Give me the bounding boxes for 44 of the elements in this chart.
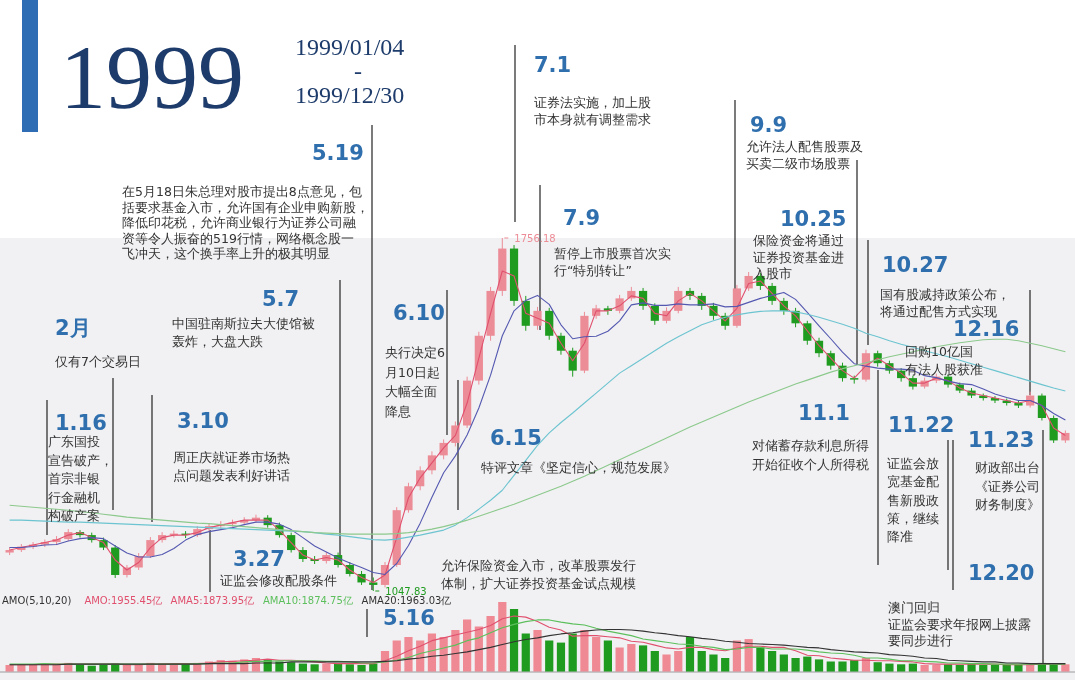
annotation: 3.27 xyxy=(233,547,285,571)
annotation: 6.10 xyxy=(393,301,445,325)
text: AMA20:1963.03亿 xyxy=(361,595,452,606)
annotation: 特评文章《坚定信心，规范发展》 xyxy=(481,460,676,475)
chart-title: 1999 xyxy=(60,26,244,128)
annotation: 对储蓄存款利息所得开始征收个人所得税 xyxy=(752,438,869,472)
annotation: 11.22 xyxy=(888,413,955,437)
annotation: 证监会修改配股条件 xyxy=(220,573,337,588)
annotation: 6.15 xyxy=(490,426,542,450)
chart-subtitle: 1999/01/04 - 1999/12/30 xyxy=(295,34,405,108)
annotation: 广东国投宣告破产，首宗非银行金融机构破产案 xyxy=(47,434,113,523)
annotation: 仅有7个交易日 xyxy=(55,354,141,369)
text: 允许法人配售股票及买卖二级市场股票 xyxy=(746,139,863,171)
annotation: 5.7 xyxy=(262,287,300,311)
annotation: 央行决定6月10日起大幅全面降息 xyxy=(385,345,445,419)
text: 7.1 xyxy=(534,53,572,77)
annotation: 周正庆就证券市场热点问题发表利好讲话 xyxy=(173,450,290,483)
text: 5.19 xyxy=(312,141,364,165)
annotation: 10.27 xyxy=(882,253,949,277)
text: 9.9 xyxy=(750,113,788,137)
annotation: 3.10 xyxy=(177,409,229,433)
annotation: 中国驻南斯拉夫大使馆被轰炸，大盘大跌 xyxy=(172,316,315,349)
annotation: 财政部出台《证券公司财务制度》 xyxy=(975,460,1040,512)
text: 10.25 xyxy=(780,207,847,231)
annotation: 1.16 xyxy=(55,411,107,435)
chart-title: AMO(5,10,20) xyxy=(2,595,72,606)
annotation: 1047.83 xyxy=(385,585,427,597)
annotation: 国有股减持政策公布，将通过配售方式实现 xyxy=(879,287,1010,319)
annotation: 证监会放宽基金配售新股政策，继续降准 xyxy=(887,456,939,545)
annotation: 12.16 xyxy=(953,317,1020,341)
annotation: 暂停上市股票首次实行“特别转让” xyxy=(554,246,671,278)
annotation: 11.23 xyxy=(968,428,1035,452)
text: 7.9 xyxy=(563,206,601,230)
annotation: 2月 xyxy=(55,316,91,340)
text: AMA5:1873.95亿 xyxy=(170,595,255,606)
annotation: 12.20 xyxy=(968,561,1035,585)
annotation: 澳门回归证监会要求年报网上披露要同步进行 xyxy=(888,600,1031,648)
text: 证券法实施，加上股市本身就有调整需求 xyxy=(534,95,651,127)
text: AMA10:1874.75亿 xyxy=(263,595,353,606)
annotation: 在5月18日朱总理对股市提出8点意见，包括要求基金入市，允许国有企业申购新股，降低印花税，允许商业银行为证券公司融资等令人振奋的519行情，网络概念股一飞冲天，这个换手率上升的极其明显 xyxy=(122,184,369,261)
annotation: 5.16 xyxy=(383,606,435,630)
annotation: 11.1 xyxy=(798,401,850,425)
text: AMO:1955.45亿 xyxy=(84,595,163,606)
annotation: 允许保险资金入市，改革股票发行体制，扩大证券投资基金试点规模 xyxy=(441,558,636,591)
